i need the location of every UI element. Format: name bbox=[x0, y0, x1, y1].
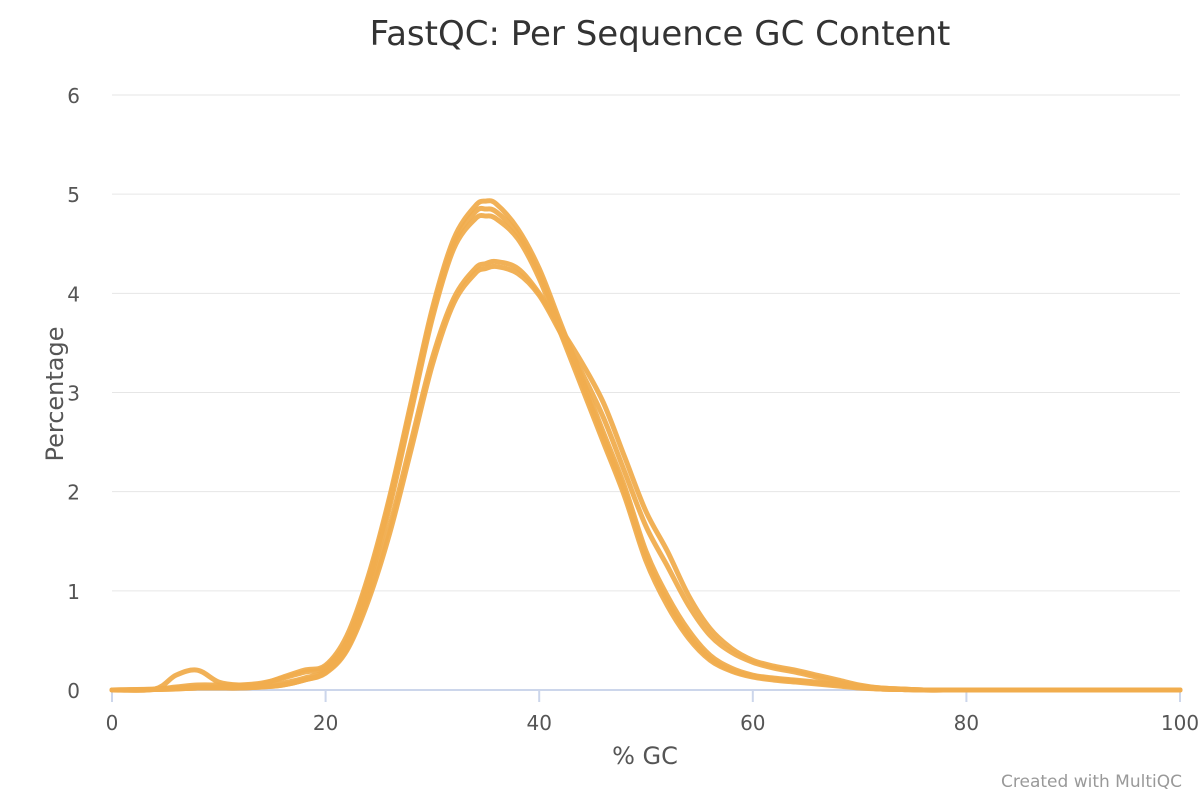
series-line-1 bbox=[109, 198, 1183, 693]
y-tick-label: 3 bbox=[67, 382, 80, 406]
series-lines bbox=[109, 198, 1183, 693]
x-tick-label: 80 bbox=[954, 711, 979, 735]
x-tick-label: 40 bbox=[526, 711, 551, 735]
y-tick-label: 6 bbox=[67, 84, 80, 108]
x-tick-label: 20 bbox=[313, 711, 338, 735]
y-axis-label: Percentage bbox=[41, 326, 69, 462]
x-tick-label: 100 bbox=[1161, 711, 1199, 735]
x-axis-label: % GC bbox=[612, 742, 678, 770]
y-tick-label: 2 bbox=[67, 481, 80, 505]
series-line-4 bbox=[109, 258, 1183, 693]
y-tick-label: 4 bbox=[67, 282, 80, 306]
credit-text: Created with MultiQC bbox=[1001, 772, 1182, 792]
series-line-2 bbox=[109, 205, 1183, 693]
chart-title: FastQC: Per Sequence GC Content bbox=[369, 14, 951, 54]
y-tick-label: 1 bbox=[67, 580, 80, 604]
x-tick-label: 60 bbox=[740, 711, 765, 735]
series-line-3 bbox=[109, 212, 1183, 693]
x-tick-label: 0 bbox=[106, 711, 119, 735]
series-line-5 bbox=[109, 263, 1183, 693]
gridlines bbox=[112, 94, 1180, 592]
y-tick-label: 0 bbox=[67, 679, 80, 703]
y-tick-label: 5 bbox=[67, 183, 80, 207]
